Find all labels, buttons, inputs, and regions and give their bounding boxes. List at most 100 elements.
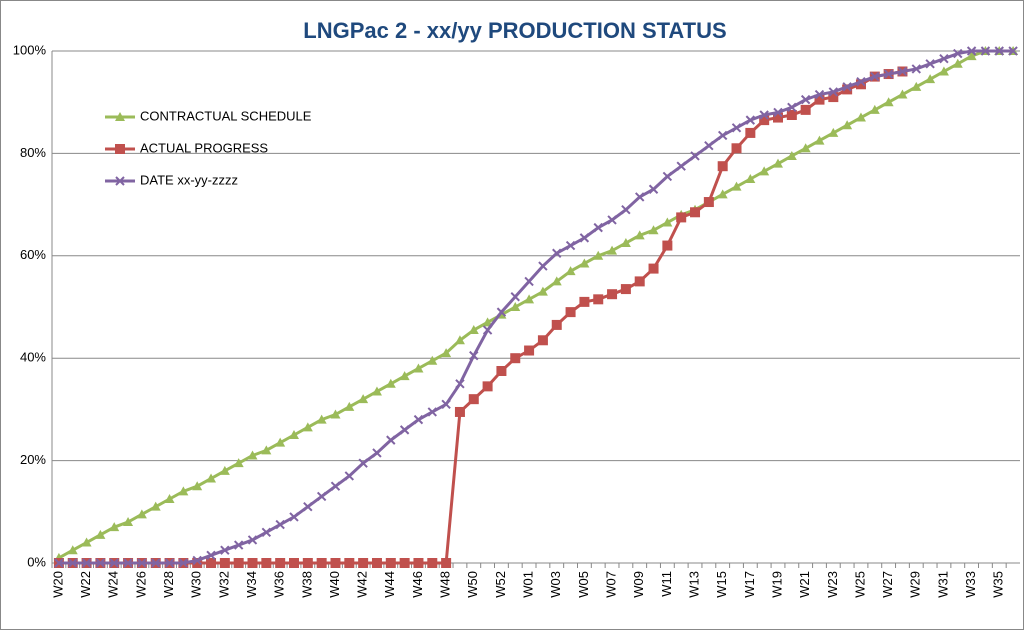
data-point bbox=[469, 350, 479, 361]
x-tick-label: W09 bbox=[631, 571, 646, 598]
data-point bbox=[468, 394, 479, 405]
x-tick-label: W15 bbox=[714, 571, 729, 598]
data-point bbox=[648, 263, 659, 274]
data-point bbox=[482, 317, 493, 327]
data-point bbox=[869, 104, 880, 114]
data-point bbox=[634, 276, 645, 287]
data-point bbox=[413, 363, 424, 373]
y-tick-label: 20% bbox=[20, 452, 46, 467]
x-tick-label: W35 bbox=[991, 571, 1006, 598]
data-point bbox=[164, 558, 175, 568]
x-tick-label: W34 bbox=[244, 571, 259, 598]
data-point bbox=[192, 481, 203, 491]
data-point bbox=[302, 558, 313, 568]
data-point bbox=[454, 406, 465, 417]
x-tick-label: W33 bbox=[963, 571, 978, 598]
data-point bbox=[524, 276, 534, 287]
data-point bbox=[399, 425, 410, 435]
data-point bbox=[565, 266, 576, 276]
data-point bbox=[814, 89, 825, 100]
data-point bbox=[482, 325, 493, 335]
data-point bbox=[676, 161, 686, 171]
x-tick-label: W01 bbox=[521, 571, 536, 598]
data-point bbox=[192, 555, 202, 566]
x-tick-label: W28 bbox=[161, 571, 176, 598]
data-point bbox=[870, 71, 880, 82]
data-point bbox=[717, 161, 728, 172]
data-point bbox=[980, 46, 991, 56]
data-point bbox=[524, 294, 535, 304]
x-tick-label: W46 bbox=[410, 571, 425, 598]
data-point bbox=[551, 319, 562, 330]
data-point bbox=[220, 545, 230, 555]
data-point bbox=[330, 409, 341, 419]
data-point bbox=[800, 94, 811, 105]
data-point bbox=[842, 120, 853, 130]
x-tick-label: W27 bbox=[880, 571, 895, 598]
legend-label: DATE xx-yy-zzzz bbox=[140, 172, 238, 187]
data-point bbox=[150, 501, 161, 511]
data-point bbox=[344, 401, 355, 411]
data-point bbox=[54, 558, 64, 568]
x-tick-label: W50 bbox=[465, 571, 480, 598]
data-point bbox=[178, 558, 189, 568]
x-tick-label: W07 bbox=[603, 571, 618, 598]
x-tick-label: W22 bbox=[78, 571, 93, 598]
data-point bbox=[261, 527, 272, 537]
data-point bbox=[953, 48, 963, 59]
data-point bbox=[206, 550, 216, 561]
data-point bbox=[579, 233, 590, 243]
legend-marker bbox=[115, 112, 125, 121]
y-tick-label: 80% bbox=[20, 145, 46, 160]
data-point bbox=[620, 238, 631, 247]
data-point bbox=[344, 471, 355, 481]
data-point bbox=[330, 558, 341, 568]
data-point bbox=[952, 58, 963, 68]
data-point bbox=[371, 386, 382, 396]
data-point bbox=[358, 558, 369, 568]
data-point bbox=[635, 192, 645, 202]
data-point bbox=[690, 207, 701, 218]
data-point bbox=[192, 558, 203, 568]
data-point bbox=[441, 558, 452, 568]
data-point bbox=[856, 77, 866, 87]
data-point bbox=[441, 399, 451, 409]
data-point bbox=[579, 258, 590, 268]
x-tick-label: W36 bbox=[272, 571, 287, 598]
data-point bbox=[717, 130, 728, 141]
data-point bbox=[371, 558, 382, 568]
data-point bbox=[759, 166, 770, 176]
x-tick-label: W05 bbox=[576, 571, 591, 598]
data-point bbox=[607, 215, 617, 225]
data-point bbox=[925, 59, 935, 69]
data-point bbox=[330, 481, 341, 491]
data-point bbox=[95, 529, 106, 539]
data-point bbox=[537, 335, 548, 346]
data-point bbox=[427, 407, 437, 417]
data-point bbox=[814, 94, 825, 105]
data-point bbox=[842, 84, 853, 95]
data-point bbox=[109, 558, 119, 568]
data-point bbox=[565, 307, 576, 318]
data-point bbox=[607, 245, 618, 255]
x-tick-label: W40 bbox=[327, 571, 342, 598]
data-point bbox=[81, 558, 92, 568]
data-point bbox=[219, 558, 230, 568]
data-point bbox=[966, 51, 977, 61]
data-point bbox=[316, 558, 327, 568]
y-tick-label: 100% bbox=[13, 42, 47, 57]
data-point bbox=[247, 558, 258, 568]
data-point bbox=[81, 537, 92, 547]
data-point bbox=[648, 184, 659, 194]
data-point bbox=[316, 491, 327, 502]
data-point bbox=[482, 381, 493, 392]
data-point bbox=[911, 64, 921, 74]
data-point bbox=[67, 545, 78, 555]
data-point bbox=[704, 141, 714, 151]
data-point bbox=[496, 307, 507, 317]
data-point bbox=[537, 286, 548, 296]
data-point bbox=[897, 89, 908, 99]
data-point bbox=[510, 353, 521, 364]
x-tick-label: W42 bbox=[355, 571, 370, 598]
